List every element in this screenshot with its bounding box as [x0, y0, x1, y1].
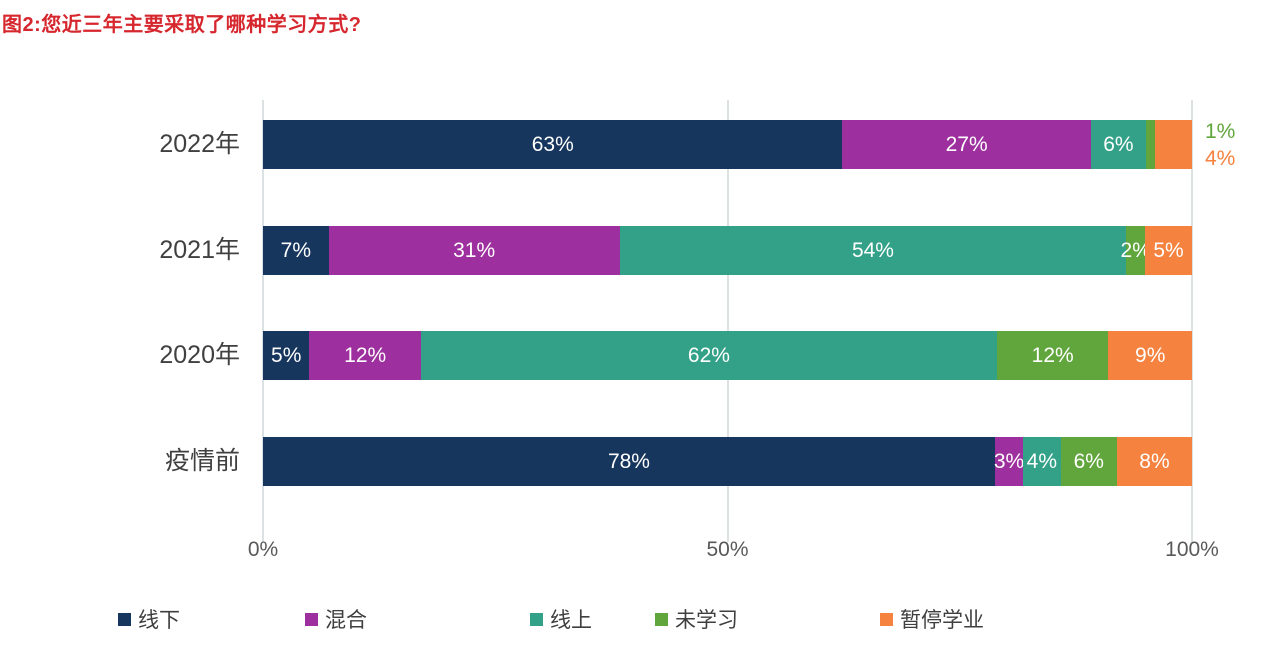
bar-segment-label: 12%: [1031, 343, 1074, 367]
axis-tick-label: 100%: [1165, 538, 1219, 561]
bar-segment-label: 6%: [1073, 449, 1104, 473]
bar-segment-label: 6%: [1103, 132, 1134, 156]
gridline: [262, 100, 264, 530]
axis-tick-label: 50%: [706, 538, 749, 561]
category-label: 2020年: [159, 341, 240, 369]
axis-tick: [262, 530, 264, 542]
bar-segment-未学习: 12%: [996, 331, 1109, 380]
legend-label: 线下: [138, 609, 180, 632]
bar-segment-label: 5%: [1153, 238, 1184, 262]
bar-row: 5% 12% 62% 12% 9%: [263, 331, 1193, 380]
legend-swatch: [530, 612, 543, 626]
outside-value-label: 4%: [1205, 147, 1236, 170]
bar-row: 63% 27% 6%: [263, 120, 1192, 169]
legend-swatch: [880, 612, 893, 626]
legend-item-线下: 线下: [118, 604, 180, 634]
bar-segment-label: 63%: [531, 132, 574, 156]
bar-segment-线上: 6%: [1090, 120, 1146, 169]
category-label: 2022年: [159, 130, 240, 158]
legend-swatch: [118, 612, 131, 626]
legend-item-线上: 线上: [530, 604, 592, 634]
bar-segment-混合: 3%: [993, 437, 1025, 486]
gridline: [1191, 100, 1193, 530]
legend-swatch: [305, 612, 318, 626]
bar-row: 78% 3% 4% 6% 8%: [263, 437, 1192, 486]
bar-segment-暂停学业: 5%: [1145, 226, 1193, 275]
gridline: [726, 100, 729, 530]
bar-segment-混合: 27%: [842, 120, 1091, 169]
legend-label: 未学习: [675, 609, 738, 632]
bar-segment-混合: 12%: [309, 331, 421, 380]
bar-segment-线上: 54%: [619, 226, 1127, 275]
axis-tick: [726, 530, 729, 542]
bar-segment-label: 7%: [280, 238, 312, 262]
bar-segment-label: 4%: [1026, 449, 1058, 473]
bar-segment-线下: 63%: [263, 120, 843, 169]
legend-item-混合: 混合: [305, 604, 367, 634]
bar-segment-label: 9%: [1135, 343, 1166, 367]
bar-segment-暂停学业: 9%: [1108, 331, 1193, 380]
bar-segment-label: 12%: [344, 343, 387, 367]
bar-segment-线下: 7%: [263, 226, 329, 275]
bar-segment-label: 62%: [687, 343, 730, 367]
bar-segment-label: 8%: [1139, 449, 1170, 473]
bar-segment-未学习: [1146, 120, 1156, 169]
bar-segment-线上: 4%: [1023, 437, 1061, 486]
category-label: 2021年: [159, 236, 240, 264]
bar-segment-未学习: 6%: [1060, 437, 1117, 486]
bar-segment-线上: 62%: [420, 331, 997, 380]
legend-item-未学习: 未学习: [655, 604, 738, 634]
chart-title: 图2:您近三年主要采取了哪种学习方式?: [2, 14, 362, 36]
bar-segment-label: 78%: [607, 449, 650, 473]
plot-area: 0% 50% 100% 2022年 63% 27% 6% 1% 4% 2021年 7% 31% 54% 2…: [159, 100, 1235, 561]
bar-segment-label: 3%: [993, 449, 1025, 473]
bar-segment-混合: 31%: [328, 226, 620, 275]
bar-segment-label: 31%: [453, 238, 496, 262]
bar-segment-暂停学业: [1155, 120, 1192, 169]
bar-segment-未学习: 2%: [1121, 226, 1151, 275]
bar-segment-线下: 5%: [263, 331, 310, 380]
bar-segment-label: 2%: [1120, 238, 1151, 262]
category-label: 疫情前: [164, 447, 240, 475]
bar-segment-暂停学业: 8%: [1116, 437, 1192, 486]
bar-row: 7% 31% 54% 2% 5%: [263, 226, 1193, 275]
legend-item-暂停学业: 暂停学业: [880, 604, 984, 634]
outside-value-labels: 1% 4%: [1205, 118, 1235, 172]
legend-swatch: [655, 612, 668, 626]
chart-legend: 线下 混合 线上 未学习 暂停学业: [0, 604, 1265, 636]
legend-label: 线上: [550, 609, 592, 632]
bar-segment-label: 54%: [851, 238, 894, 262]
legend-label: 混合: [325, 609, 367, 632]
outside-value-label: 1%: [1205, 120, 1236, 143]
bar-segment-线下: 78%: [263, 437, 995, 486]
axis-tick-label: 0%: [247, 538, 279, 561]
axis-tick: [1191, 530, 1193, 542]
legend-label: 暂停学业: [900, 609, 984, 632]
bar-segment-label: 27%: [945, 132, 988, 156]
bar-segment-label: 5%: [271, 343, 302, 367]
